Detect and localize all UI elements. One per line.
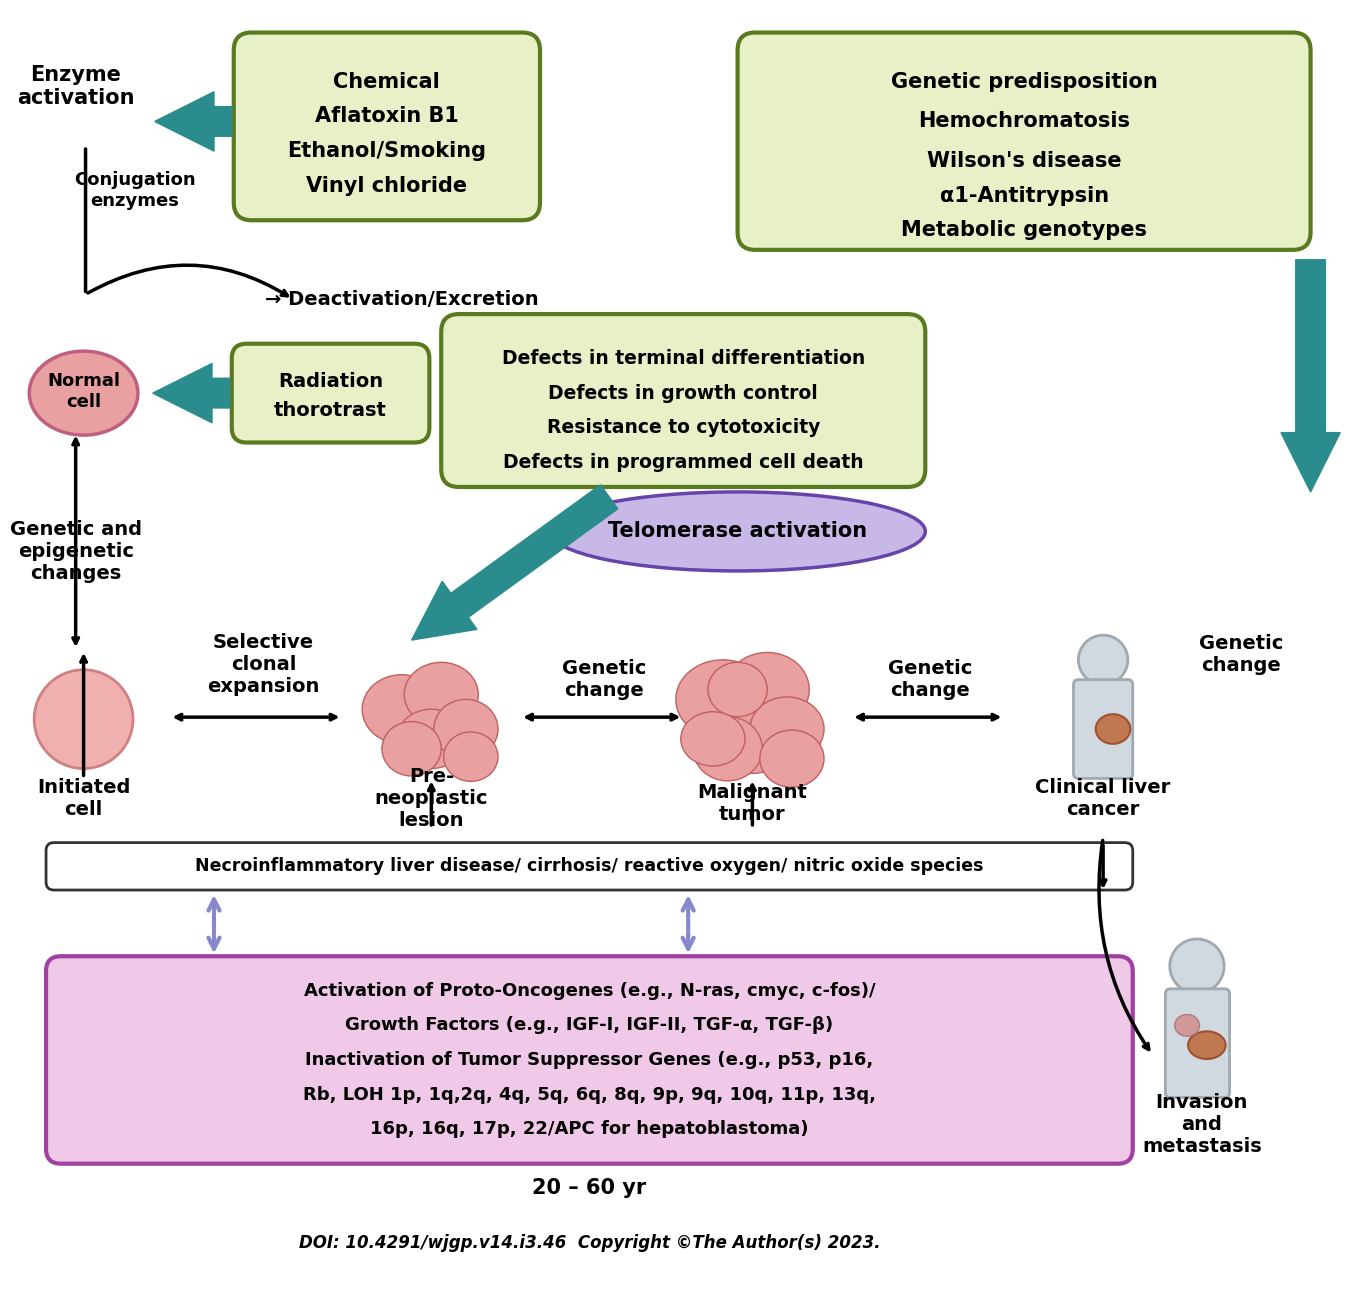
FancyArrow shape [1281, 259, 1340, 492]
Text: Malignant
tumor: Malignant tumor [698, 783, 808, 823]
Text: Normal
cell: Normal cell [48, 372, 120, 411]
Ellipse shape [363, 675, 441, 744]
Text: DOI: 10.4291/wjgp.v14.i3.46  Copyright ©The Author(s) 2023.: DOI: 10.4291/wjgp.v14.i3.46 Copyright ©T… [299, 1234, 880, 1252]
Ellipse shape [680, 712, 746, 766]
Ellipse shape [1169, 938, 1224, 993]
Ellipse shape [382, 722, 441, 776]
Text: Initiated
cell: Initiated cell [37, 778, 130, 819]
Text: Defects in programmed cell death: Defects in programmed cell death [502, 452, 864, 472]
Text: Defects in growth control: Defects in growth control [549, 384, 818, 403]
Ellipse shape [405, 662, 478, 727]
FancyBboxPatch shape [737, 32, 1310, 250]
Text: Metabolic genotypes: Metabolic genotypes [902, 220, 1148, 240]
Text: Conjugation
enzymes: Conjugation enzymes [75, 171, 196, 210]
Ellipse shape [750, 697, 824, 761]
Ellipse shape [1188, 1032, 1226, 1059]
Ellipse shape [30, 351, 139, 435]
Ellipse shape [34, 670, 133, 769]
FancyBboxPatch shape [232, 343, 429, 442]
Text: Clinical liver
cancer: Clinical liver cancer [1036, 778, 1171, 819]
Ellipse shape [1078, 635, 1127, 684]
Text: Resistance to cytotoxicity: Resistance to cytotoxicity [546, 419, 820, 437]
Text: Invasion
and
metastasis: Invasion and metastasis [1142, 1093, 1262, 1156]
Text: Telomerase activation: Telomerase activation [608, 521, 868, 542]
Text: Chemical: Chemical [334, 71, 440, 92]
Text: Growth Factors (e.g., IGF-I, IGF-II, TGF-α, TGF-β): Growth Factors (e.g., IGF-I, IGF-II, TGF… [345, 1016, 834, 1034]
Ellipse shape [433, 700, 498, 758]
Text: → Deactivation/Excretion: → Deactivation/Excretion [265, 290, 539, 308]
Text: 20 – 60 yr: 20 – 60 yr [532, 1178, 646, 1199]
Ellipse shape [444, 732, 498, 781]
Ellipse shape [708, 662, 767, 717]
FancyArrow shape [152, 363, 230, 422]
Ellipse shape [725, 652, 809, 727]
Text: Rb, LOH 1p, 1q,2q, 4q, 5q, 6q, 8q, 9p, 9q, 10q, 11p, 13q,: Rb, LOH 1p, 1q,2q, 4q, 5q, 6q, 8q, 9p, 9… [303, 1086, 876, 1103]
Text: thorotrast: thorotrast [274, 402, 387, 420]
FancyBboxPatch shape [234, 32, 540, 220]
Text: α1-Antitrypsin: α1-Antitrypsin [940, 185, 1108, 206]
FancyBboxPatch shape [1165, 989, 1229, 1098]
FancyBboxPatch shape [46, 956, 1133, 1164]
FancyBboxPatch shape [46, 842, 1133, 890]
Text: Pre-
neoplastic
lesion: Pre- neoplastic lesion [375, 767, 488, 829]
Ellipse shape [1096, 714, 1130, 744]
Text: Hemochromatosis: Hemochromatosis [918, 111, 1130, 131]
FancyArrow shape [411, 485, 618, 640]
Text: Genetic
change: Genetic change [562, 660, 646, 700]
FancyBboxPatch shape [441, 314, 925, 487]
Ellipse shape [397, 709, 466, 769]
Text: Vinyl chloride: Vinyl chloride [307, 176, 467, 196]
Text: Genetic
change: Genetic change [1199, 635, 1283, 675]
Ellipse shape [760, 730, 824, 787]
Ellipse shape [1175, 1015, 1199, 1037]
Text: Genetic
change: Genetic change [888, 660, 972, 700]
Text: Genetic predisposition: Genetic predisposition [891, 71, 1157, 92]
Text: 16p, 16q, 17p, 22/APC for hepatoblastoma): 16p, 16q, 17p, 22/APC for hepatoblastoma… [371, 1120, 808, 1138]
Ellipse shape [713, 704, 792, 774]
FancyBboxPatch shape [1073, 679, 1133, 779]
FancyArrow shape [155, 92, 232, 152]
Text: Ethanol/Smoking: Ethanol/Smoking [288, 141, 486, 161]
Text: Selective
clonal
expansion: Selective clonal expansion [208, 634, 319, 696]
Text: Necroinflammatory liver disease/ cirrhosis/ reactive oxygen/ nitric oxide specie: Necroinflammatory liver disease/ cirrhos… [196, 858, 983, 875]
Text: Activation of Proto-Oncogenes (e.g., N-ras, cmyc, c-fos)/: Activation of Proto-Oncogenes (e.g., N-r… [304, 982, 875, 999]
Text: Radiation: Radiation [278, 372, 383, 391]
Text: Genetic and
epigenetic
changes: Genetic and epigenetic changes [10, 520, 141, 583]
Text: Defects in terminal differentiation: Defects in terminal differentiation [501, 349, 865, 368]
Text: Enzyme
activation: Enzyme activation [16, 65, 134, 109]
Ellipse shape [693, 717, 762, 781]
Text: Aflatoxin B1: Aflatoxin B1 [315, 106, 459, 127]
Ellipse shape [550, 492, 925, 572]
Text: Wilson's disease: Wilson's disease [926, 150, 1122, 171]
Text: Inactivation of Tumor Suppressor Genes (e.g., p53, p16,: Inactivation of Tumor Suppressor Genes (… [306, 1051, 873, 1069]
Ellipse shape [676, 660, 770, 739]
